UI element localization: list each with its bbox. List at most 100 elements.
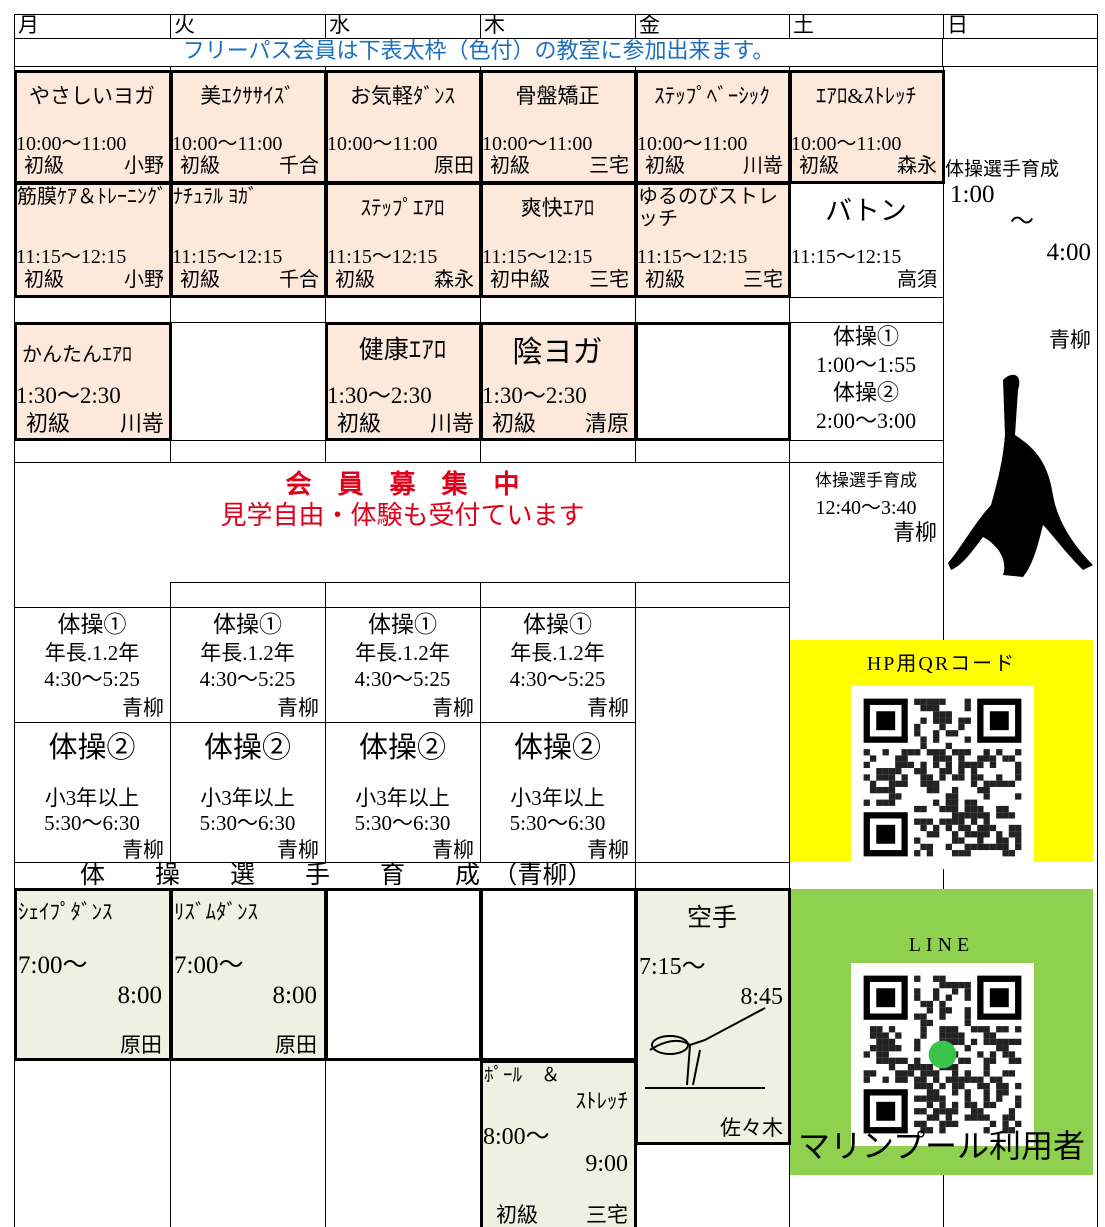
text: 千合 [279, 269, 319, 291]
gymnast-silhouette [948, 374, 1093, 577]
text: ﾎﾟｰﾙ ＆ [484, 1065, 561, 1086]
text: 初級 [180, 269, 220, 291]
text: 1:30～2:30 [16, 383, 121, 408]
text: 初級 [335, 269, 375, 291]
text: 小3年以上 [510, 786, 605, 810]
text: 佐々木 [720, 1116, 783, 1140]
text: 青柳 [432, 838, 474, 862]
text: 初級 [180, 155, 220, 177]
text: 初級 [645, 269, 685, 291]
silhouette [948, 374, 1093, 577]
text: 4:30～5:25 [199, 667, 296, 691]
text: 11:15～12:15 [791, 246, 902, 268]
text: 体操① [523, 612, 592, 637]
text: 年長.1.2年 [510, 641, 605, 665]
text: 青柳 [587, 838, 629, 862]
text: 会 員 募 集 中 [285, 470, 520, 499]
text: 初級 [490, 155, 530, 177]
text: 青柳 [277, 838, 319, 862]
text: 体操② [48, 732, 136, 764]
text: 体操① [57, 612, 127, 637]
text: 5:30～6:30 [199, 811, 296, 835]
text: 小3年以上 [355, 786, 450, 810]
text: LINE [908, 934, 975, 956]
text: ｴｱﾛ&ｽﾄﾚｯﾁ [815, 84, 917, 108]
day-header [943, 14, 1098, 39]
text: ﾅﾁｭﾗﾙ ﾖｶﾞ [173, 186, 258, 208]
grid-line [1097, 582, 1098, 1227]
text: 10:00～11:00 [482, 133, 593, 155]
text: 年長.1.2年 [200, 641, 295, 665]
text: 11:15～12:15 [482, 246, 593, 268]
text: 8:00 [117, 982, 162, 1009]
text: 11:15～12:15 [637, 246, 748, 268]
text: 金 [639, 13, 660, 37]
text: 初中級 [490, 269, 550, 291]
grid-line [14, 462, 943, 463]
text: 空手 [686, 905, 737, 932]
text: 初級 [645, 155, 685, 177]
text: 美ｴｸｻｻｲｽﾞ [200, 84, 295, 108]
text: 5:30～6:30 [509, 811, 606, 835]
text: 10:00～11:00 [791, 133, 902, 155]
class-cell [480, 322, 637, 441]
text: 初級 [24, 155, 64, 177]
text: 体操② [203, 732, 291, 764]
text: ｼｪｲﾌﾟﾀﾞﾝｽ [18, 900, 113, 924]
text: 月 [18, 13, 39, 37]
text: 森永 [897, 155, 937, 177]
grid-line [1097, 462, 1098, 582]
text: 年長.1.2年 [44, 641, 140, 665]
grid-line [170, 582, 789, 583]
text: 日 [947, 13, 968, 37]
text: 爽快ｴｱﾛ [520, 196, 595, 220]
text: かんたんｴｱﾛ [22, 344, 132, 366]
text: 4:00 [1046, 239, 1091, 266]
text: ｽﾃｯﾌﾟｴｱﾛ [360, 196, 445, 220]
class-cell [635, 888, 791, 1145]
text: 4:30～5:25 [44, 667, 140, 691]
text: 初級 [496, 1203, 538, 1227]
text: 体操② [358, 732, 446, 764]
grid-line [943, 66, 944, 462]
text: 原田 [275, 1033, 317, 1057]
text: お気軽ﾀﾞﾝｽ [350, 84, 455, 108]
text: 初級 [24, 269, 64, 291]
text: 川嵜 [119, 411, 164, 436]
text: 10:00～11:00 [172, 133, 283, 155]
class-cell [170, 70, 327, 184]
class-cell [635, 70, 791, 184]
class-cell [14, 322, 172, 441]
text: 11:15～12:15 [327, 246, 438, 268]
text: 木 [484, 13, 505, 37]
text: 三宅 [589, 155, 629, 177]
grid-line [14, 462, 15, 582]
text: 体操① [368, 612, 437, 637]
text: 水 [329, 13, 350, 37]
text: 見学自由・体験も受付ています [220, 501, 585, 530]
text: フリーパス会員は下表太枠（色付）の教室に参加出来ます。 [182, 38, 775, 63]
text: 年長.1.2年 [355, 641, 450, 665]
text: 11:15～12:15 [172, 246, 283, 268]
text: 青柳 [432, 696, 474, 720]
text: 体操① [213, 612, 282, 637]
class-cell [480, 888, 637, 1061]
text: 火 [174, 13, 195, 37]
text: ﾘｽﾞﾑﾀﾞﾝｽ [174, 900, 258, 924]
day-header [170, 14, 326, 39]
text: ｽﾃｯﾌﾟﾍﾞｰｼｯｸ [654, 84, 770, 108]
text: 初級 [492, 411, 537, 436]
text: 筋膜ｹｱ＆ﾄﾚｰﾆﾝｸﾞ [17, 186, 167, 208]
text: 4:30～5:25 [509, 667, 606, 691]
grid-line [14, 722, 635, 723]
text: 1:00 [950, 181, 995, 208]
figure [645, 1007, 766, 1089]
text: 12:40～3:40 [815, 497, 917, 519]
text: 土 [793, 13, 814, 37]
grid-line [943, 462, 944, 582]
class-cell [325, 182, 482, 298]
karate-figure [645, 1007, 766, 1089]
text: 川嵜 [743, 155, 783, 177]
text: マリンプール利用者 [797, 1127, 1086, 1165]
text: 体操② [832, 380, 899, 405]
